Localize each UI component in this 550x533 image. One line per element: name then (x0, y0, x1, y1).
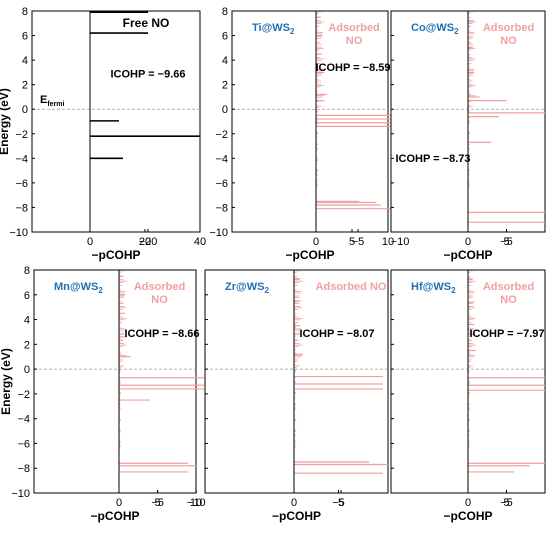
y-tick-label: 6 (22, 31, 28, 43)
plot-frame (231, 10, 389, 233)
plot-frame (204, 269, 389, 494)
fermi-label-subscript: fermi (47, 101, 64, 108)
y-tick-label: 8 (22, 6, 28, 18)
panel-zr: −5 0 5 −pCOHP Zr@WS2 Adsorbed NO ICOHP = −8.07 (204, 269, 389, 523)
panel-title-subscript: 2 (451, 286, 456, 295)
y-tick-label: 8 (24, 265, 30, 277)
no-label: NO (346, 35, 363, 47)
x-tick-label: 5 (503, 236, 509, 248)
icohp-annotation: ICOHP = −8.73 (395, 153, 470, 165)
y-tick-label: −6 (215, 178, 228, 190)
y-tick-label: −10 (209, 227, 228, 239)
y-tick-label: −4 (17, 414, 30, 426)
x-tick-label: −5 (500, 497, 513, 509)
y-tick-label: 6 (222, 31, 228, 43)
x-tick-label: 5 (154, 497, 160, 509)
y-axis-label: Energy (eV) (0, 348, 13, 415)
y-tick-label: 4 (22, 55, 28, 67)
y-tick-label: −6 (15, 178, 28, 190)
panel-title-subscript: 2 (264, 286, 269, 295)
panel-title: Co@WS2 (411, 22, 459, 36)
panel-title: Free NO (123, 16, 170, 30)
x-tick-label: 5 (503, 497, 509, 509)
x-tick-label: 0 (465, 236, 471, 248)
adsorbed-label: Adsorbed (134, 281, 185, 293)
y-tick-label: −2 (15, 129, 28, 141)
x-axis-label: −pCOHP (443, 248, 492, 262)
x-tick-label: 40 (194, 236, 206, 248)
y-tick-label: −4 (15, 153, 28, 165)
y-tick-label: −4 (215, 153, 228, 165)
no-label: NO (151, 294, 168, 306)
panel-mn: −10 −8 −6 −4 −2 0 2 4 6 8 −10 −5 0 5 10 −pCOHP Energy (e… (0, 265, 206, 523)
x-tick-label: 0 (116, 497, 122, 509)
x-tick-label: −20 (139, 236, 158, 248)
x-axis-label: −pCOHP (443, 509, 492, 523)
x-tick-label: 10 (382, 236, 394, 248)
panel-title-subscript: 2 (454, 27, 459, 36)
x-tick-label: 0 (465, 497, 471, 509)
x-tick-label: 20 (139, 236, 151, 248)
y-tick-label: 2 (222, 80, 228, 92)
x-axis-label: −pCOHP (91, 248, 140, 262)
panel-title: Ti@WS2 (252, 22, 295, 36)
x-tick-label: −10 (391, 236, 410, 248)
x-axis-label: −pCOHP (285, 248, 334, 262)
x-tick-label: 5 (349, 236, 355, 248)
y-tick-label: −2 (215, 129, 228, 141)
y-tick-label: 0 (24, 364, 30, 376)
x-tick-label: 10 (190, 497, 202, 509)
x-tick-label: 0 (291, 497, 297, 509)
icohp-annotation: ICOHP = −8.07 (299, 328, 374, 340)
y-tick-label: −8 (215, 202, 228, 214)
x-tick-label: −5 (500, 236, 513, 248)
panel-title: Hf@WS2 (411, 281, 456, 295)
x-axis-label: −pCOHP (90, 509, 139, 523)
y-tick-label: 0 (22, 104, 28, 116)
icohp-annotation: ICOHP = −9.66 (110, 68, 185, 80)
y-tick-label: −2 (17, 389, 30, 401)
x-tick-label: −10 (187, 497, 206, 509)
y-tick-label: −8 (17, 463, 30, 475)
panel-ti: −10 −8 −6 −4 −2 0 2 4 6 8 −10 −5 0 5 10 −pCOHP Ti@WS2 Ads… (209, 6, 409, 262)
x-tick-label: −5 (151, 497, 164, 509)
x-tick-label: 0 (313, 236, 319, 248)
x-axis-label: −pCOHP (272, 509, 321, 523)
no-label: NO (500, 35, 517, 47)
icohp-annotation: ICOHP = −7.97 (469, 328, 544, 340)
y-tick-label: 8 (222, 6, 228, 18)
panel-title: Mn@WS2 (54, 281, 103, 295)
plot-frame (33, 269, 197, 494)
y-tick-label: −8 (15, 202, 28, 214)
adsorbed-label: Adsorbed (483, 22, 534, 34)
no-label: NO (500, 294, 517, 306)
y-tick-label: 4 (24, 315, 30, 327)
panel-title: Zr@WS2 (225, 281, 269, 295)
y-tick-label: 4 (222, 55, 228, 67)
adsorbed-label: Adsorbed (328, 22, 379, 34)
y-tick-label: 6 (24, 290, 30, 302)
adsorbed-no-label: Adsorbed NO (316, 281, 387, 293)
y-tick-label: 2 (22, 80, 28, 92)
y-axis-label: Energy (eV) (0, 88, 11, 155)
x-tick-label: 0 (87, 236, 93, 248)
adsorbed-label: Adsorbed (483, 281, 534, 293)
icohp-annotation: ICOHP = −8.59 (315, 62, 390, 74)
y-tick-label: −10 (11, 488, 30, 500)
x-tick-label: 5 (338, 497, 344, 509)
y-tick-label: 2 (24, 339, 30, 351)
x-tick-label: −5 (352, 236, 365, 248)
y-tick-label: −10 (9, 227, 28, 239)
panel-title-subscript: 2 (98, 286, 103, 295)
icohp-annotation: ICOHP = −8.66 (124, 328, 199, 340)
x-tick-label: −5 (332, 497, 345, 509)
y-tick-label: 0 (222, 104, 228, 116)
y-tick-label: −6 (17, 438, 30, 450)
panel-title-subscript: 2 (290, 27, 295, 36)
